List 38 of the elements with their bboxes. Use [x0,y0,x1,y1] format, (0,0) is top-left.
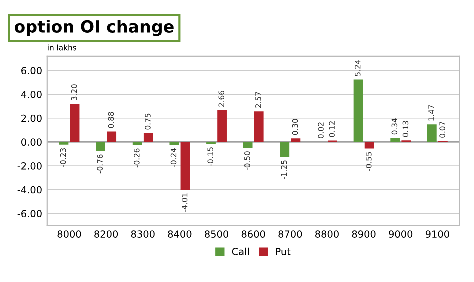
x-tick-label: 9000 [389,230,413,238]
bar [427,124,437,142]
bar [107,132,117,142]
x-tick-label: 8700 [278,230,302,238]
bar [144,133,154,142]
bar [364,142,374,149]
bar [390,138,400,142]
x-tick-label: 8800 [316,230,339,238]
y-tick-label: 0.00 [22,138,42,146]
x-tick-label: 8200 [94,230,118,238]
bar [96,142,106,152]
legend-label: Put [276,248,291,256]
y-tick-label: -4.00 [18,186,42,194]
x-tick-label: 9100 [426,230,450,238]
bar [354,80,364,142]
chart-title: option OI change [14,20,174,36]
bar [254,112,264,142]
x-tick-label: 8300 [131,230,155,238]
x-tick-label: 8400 [168,230,192,238]
bar [180,142,190,190]
bar [280,142,290,158]
y-tick-label: -6.00 [18,210,42,218]
y-tick-label: 4.00 [21,91,42,98]
bar [218,110,227,142]
x-tick-label: 8900 [352,230,376,238]
bar [132,142,142,146]
bar [243,142,253,148]
bar [70,104,80,142]
bar [170,142,180,146]
bar [291,138,301,142]
legend-label: Call [232,248,250,256]
bar [59,142,69,145]
x-tick-label: 8500 [205,230,228,238]
x-tick-label: 8600 [242,230,266,238]
y-tick-label: 2.00 [22,114,42,122]
y-tick-label: 6.00 [22,67,42,75]
y-tick-label: -2.00 [18,162,42,170]
x-tick-label: 8000 [58,230,82,238]
